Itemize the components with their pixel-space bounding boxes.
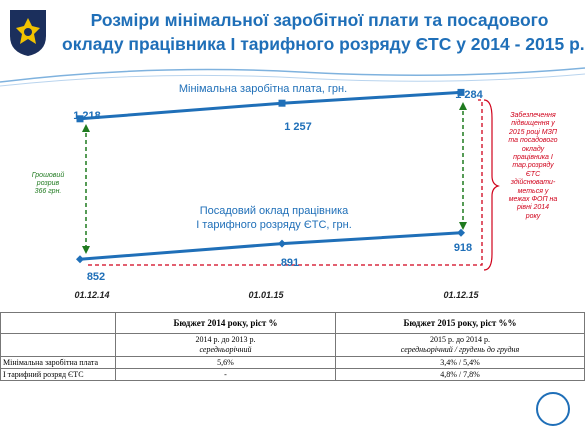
marker-salary-2 [278,239,286,248]
x-tick-1: 01.12.14 [74,290,109,300]
series-name-salary-line2: І тарифного розряду ЄТС, грн. [196,219,352,231]
table-cell: 3,4% / 5,4% [334,356,585,369]
gap-annotation-line: 366 грн. [34,188,62,195]
right-note-line: рівні 2014 [516,204,550,212]
right-note-line: підвищення у [511,120,555,128]
subheader-line: 2015 р. до 2014 р. [429,335,491,344]
marker-min-wage-3 [457,88,465,96]
red-brace [483,99,500,271]
title-line-1: Розміри мінімальної заробітної плати та … [90,10,549,30]
bottom-logo-icon [536,392,570,426]
table-subheader-row: 2014 р. до 2013 р. середньорічний 2015 р… [0,333,585,357]
subheader-line: 2014 р. до 2013 р. [195,335,256,344]
row-label: Мінімальна заробітна плата [0,356,116,369]
marker-salary-3 [457,228,465,237]
marker-salary-1 [76,255,84,264]
budget-growth-table: Бюджет 2014 року, ріст % Бюджет 2015 рок… [0,312,585,381]
right-note-line: року [525,212,541,220]
right-note-annotation: Забезпечення підвищення у 2015 році МЗП та … [502,112,564,221]
table-row: Мінімальна заробітна плата 5,6% 3,4% / 5… [0,356,585,369]
right-note-line: та посадового [508,137,558,145]
page-title: Розміри мінімальної заробітної плати та … [62,8,585,56]
marker-min-wage-1 [76,115,84,123]
x-tick-3: 01.12.15 [443,290,479,300]
header-wave-decoration [0,67,585,87]
red-dashed-bracket [88,99,483,266]
label-min-wage-2: 1 257 [284,121,312,133]
ministry-emblem-icon [10,10,46,56]
label-salary-1: 852 [87,271,105,283]
slide-header: Розміри мінімальної заробітної плати та … [0,0,585,78]
subheader-line: середньорічний / грудень до грудня [400,345,520,354]
x-tick-2: 01.01.15 [248,290,284,300]
table-cell: 4,8% / 7,8% [334,368,585,381]
label-salary-2: 891 [281,257,299,269]
right-note-line: ЄТС [525,170,541,178]
gap-arrow-right [459,102,467,230]
right-note-line: межах ФОП на [508,196,558,204]
marker-min-wage-2 [278,99,286,107]
gap-annotation-line: Грошовий [31,172,65,179]
label-salary-3: 918 [454,242,472,254]
series-line-min-wage [79,90,462,121]
table-cell [0,333,116,357]
wage-line-chart: 1 218 1 257 1 284 852 891 918 Мінімальна… [73,83,500,300]
series-name-min-wage: Мінімальна заробітна плата, грн. [179,83,347,95]
right-note-line: здійснювати- [510,179,556,187]
title-line-2: окладу працівника І тарифного розряду ЄТ… [62,34,585,54]
row-label: І тарифний розряд ЄТС [0,368,116,381]
table-subheader-cell: 2014 р. до 2013 р. середньорічний [115,333,336,357]
gap-arrow-left [82,124,90,254]
right-note-line: окладу [521,145,545,153]
table-header-cell: Бюджет 2014 року, ріст % [115,312,336,334]
table-cell: - [115,368,336,381]
right-note-line: Забезпечення [510,112,556,119]
right-note-line: меться у [517,187,549,195]
right-note-line: тар.розряду [512,162,554,170]
gap-annotation: Грошовий розрив 366 грн. [24,172,72,196]
gap-annotation-line: розрив [36,180,60,187]
right-note-line: працівника І [513,154,553,162]
label-min-wage-1: 1 218 [73,110,101,122]
series-name-salary-line1: Посадовий оклад працівника [200,205,349,217]
right-note-line: 2015 році МЗП [508,128,557,136]
table-header-cell: Бюджет 2015 року, ріст %% [334,312,585,334]
label-min-wage-3: 1 284 [455,89,483,101]
table-cell: 5,6% [115,356,336,369]
table-subheader-cell: 2015 р. до 2014 р. середньорічний / груд… [334,333,585,357]
subheader-line: середньорічний [199,345,252,354]
table-header-row: Бюджет 2014 року, ріст % Бюджет 2015 рок… [0,312,585,334]
table-row: І тарифний розряд ЄТС - 4,8% / 7,8% [0,368,585,381]
series-line-salary [79,231,462,261]
table-header-cell [0,312,116,334]
